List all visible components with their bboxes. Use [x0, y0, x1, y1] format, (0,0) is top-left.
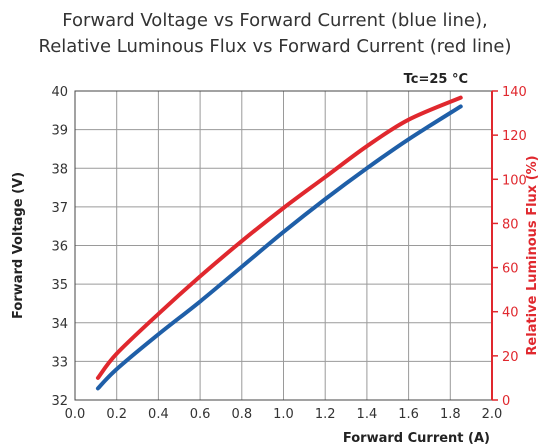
y-right-tick-label: 100 [502, 173, 527, 188]
x-tick-label: 0.6 [190, 407, 211, 422]
x-tick-label: 0.0 [65, 407, 86, 422]
y-right-tick-label: 120 [502, 129, 527, 144]
y-left-tick-label: 33 [51, 355, 68, 370]
y-right-tick-label: 60 [502, 262, 519, 277]
y-right-tick-label: 40 [502, 306, 519, 321]
x-tick-label: 0.4 [148, 407, 169, 422]
x-tick-label: 2.0 [482, 407, 503, 422]
y-left-tick-label: 37 [51, 201, 68, 216]
y-axis-left-label: Forward Voltage (V) [11, 172, 26, 319]
y-right-tick-label: 140 [502, 85, 527, 100]
y-left-tick-label: 36 [51, 240, 68, 255]
chart-subtitle: Relative Luminous Flux vs Forward Curren… [38, 36, 512, 57]
forward-voltage-line [95, 104, 463, 391]
x-tick-label: 0.2 [106, 407, 127, 422]
tick-labels: 0.0 0.2 0.4 0.6 0.8 1.0 1.2 1.4 1.6 1.8 2.0 32 33 34 3… [51, 85, 526, 422]
y-left-tick-label: 39 [51, 124, 68, 139]
x-tick-label: 1.8 [440, 407, 461, 422]
y-right-tick-label: 20 [502, 350, 519, 365]
y-left-tick-label: 40 [51, 85, 68, 100]
x-tick-label: 1.2 [315, 407, 336, 422]
series-lines [95, 95, 463, 391]
x-tick-label: 1.6 [398, 407, 419, 422]
y-left-tick-label: 35 [51, 278, 68, 293]
y-axis-right-label: Relative Luminous Flux (%) [525, 155, 540, 355]
y-right-tick-label: 0 [502, 394, 510, 409]
temperature-annotation: Tc=25 °C [404, 72, 468, 87]
x-tick-label: 0.8 [231, 407, 252, 422]
x-tick-label: 1.0 [273, 407, 294, 422]
y-left-tick-label: 34 [51, 317, 68, 332]
chart-title: Forward Voltage vs Forward Current (blue… [62, 10, 488, 31]
y-left-tick-label: 32 [51, 394, 68, 409]
x-axis-label: Forward Current (A) [343, 431, 490, 446]
y-right-tick-label: 80 [502, 217, 519, 232]
x-tick-label: 1.4 [357, 407, 378, 422]
relative-flux-line [95, 95, 463, 380]
y-left-tick-label: 38 [51, 162, 68, 177]
